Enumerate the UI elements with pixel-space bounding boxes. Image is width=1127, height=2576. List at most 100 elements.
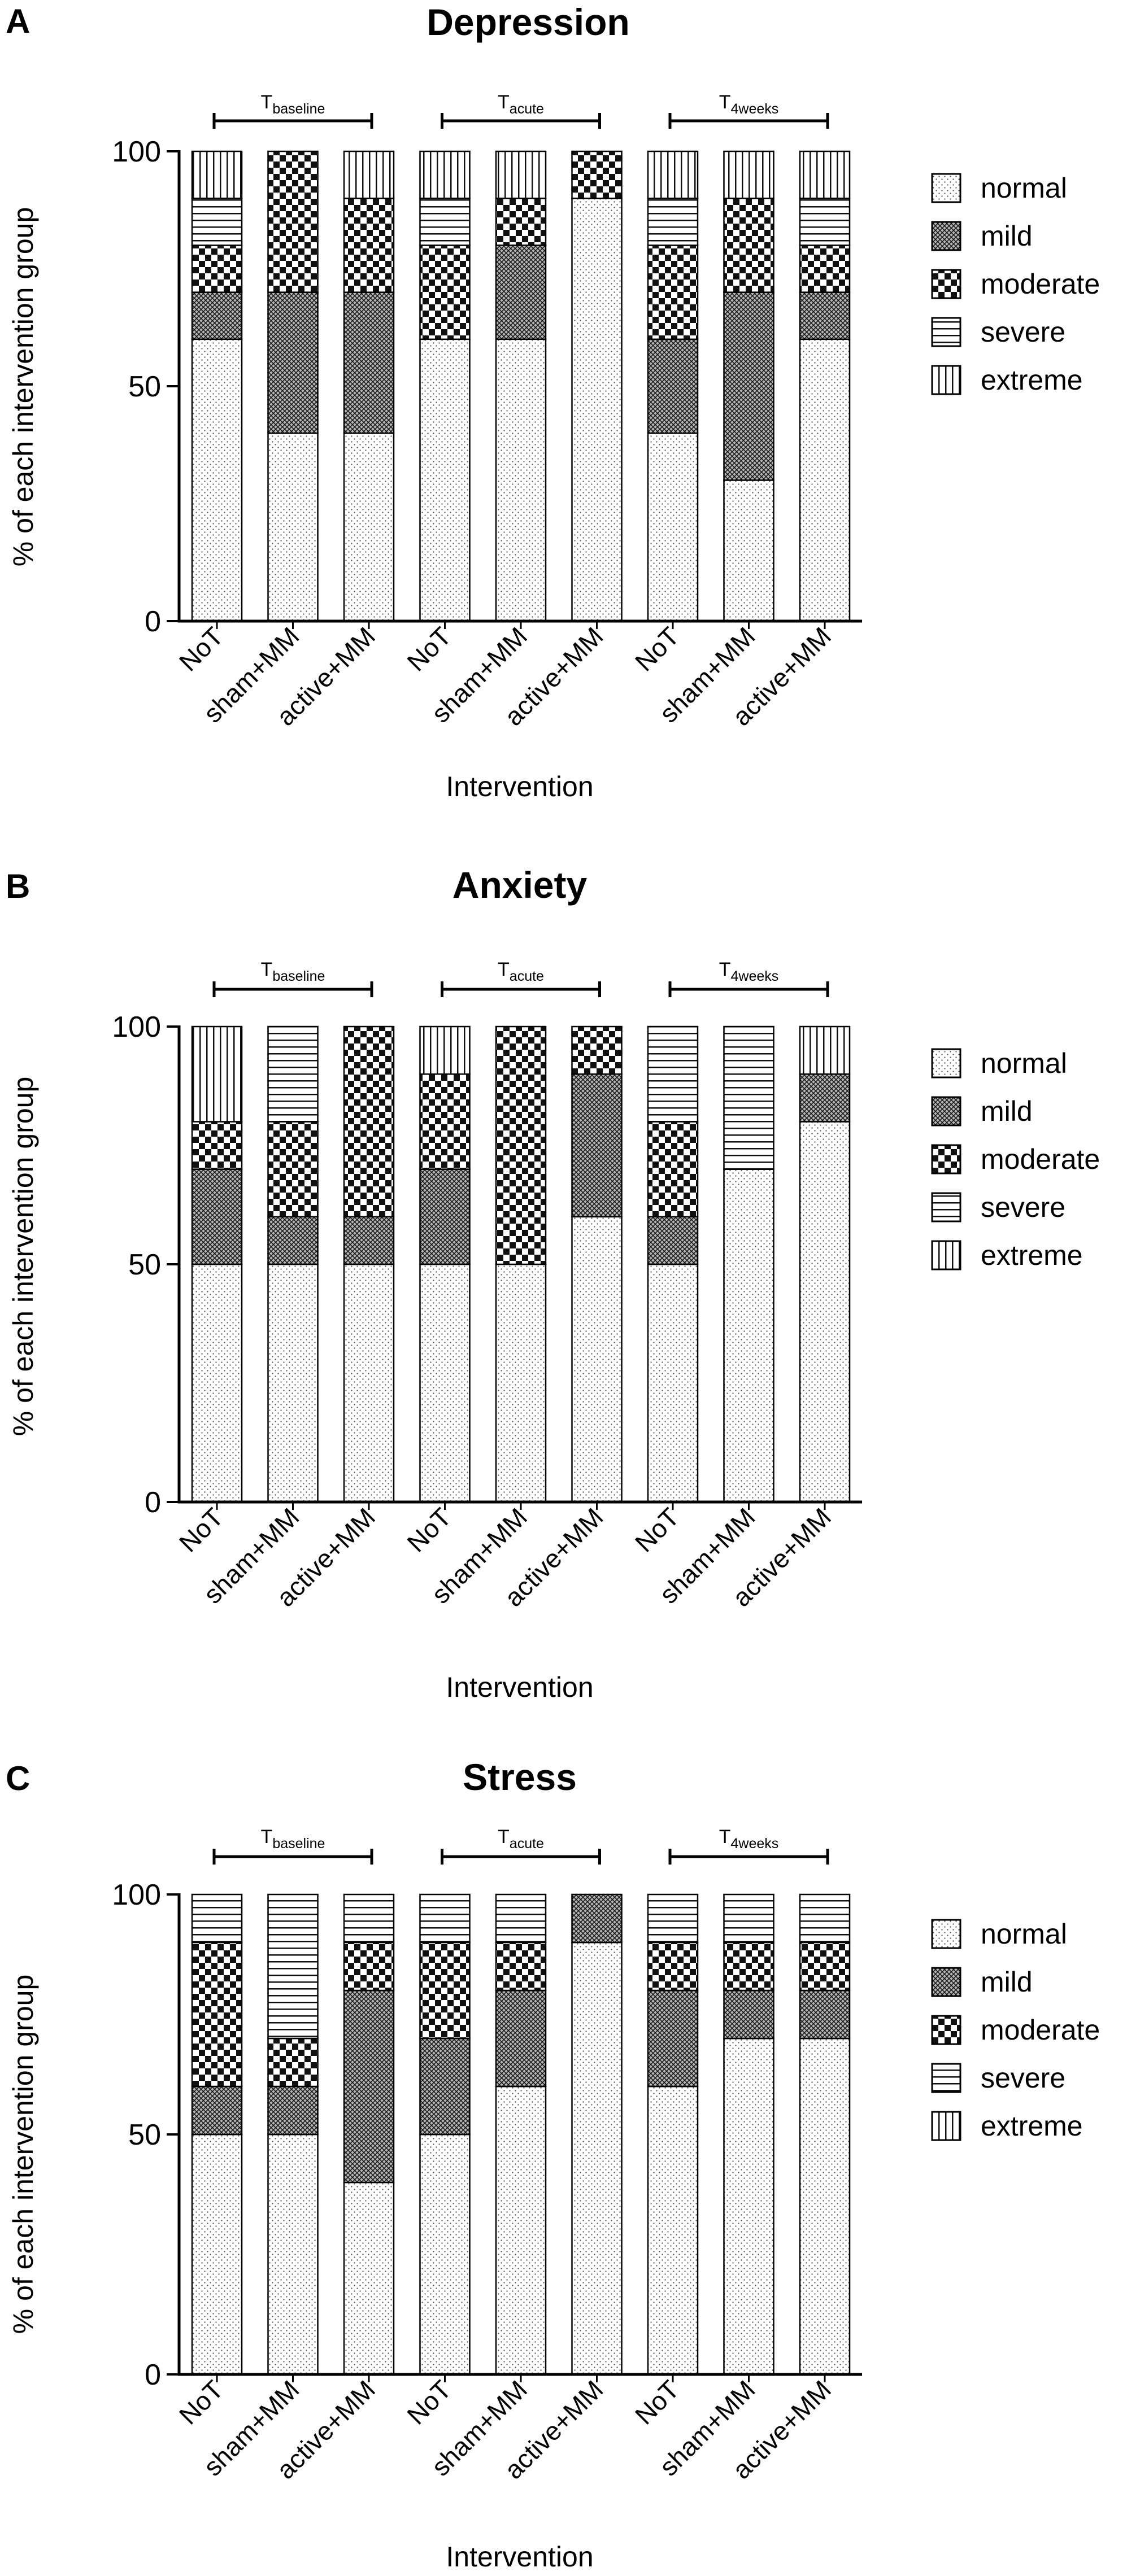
y-tick-label: 0 <box>145 605 161 638</box>
legend-swatch-severe <box>931 1192 961 1222</box>
legend-label-extreme: extreme <box>981 1239 1083 1271</box>
bar-segment-normal <box>647 432 699 622</box>
legend-swatch-extreme <box>931 2111 961 2141</box>
bar-segment-mild <box>191 1168 243 1265</box>
bar-segment-normal <box>571 1941 623 2376</box>
bar-segment-extreme <box>723 150 774 199</box>
bar-segment-extreme <box>799 150 851 199</box>
legend-swatch-normal <box>931 1048 961 1079</box>
legend-label-severe: severe <box>981 2062 1065 2094</box>
legend-label-severe: severe <box>981 1191 1065 1223</box>
y-tick-label: 50 <box>128 370 161 403</box>
bar-segment-normal <box>495 2085 547 2376</box>
bar-segment-extreme <box>191 1025 243 1123</box>
legend-swatch-severe <box>931 317 961 347</box>
bar-segment-severe <box>799 197 851 246</box>
x-axis-label: Intervention <box>446 2541 593 2573</box>
bar-segment-mild <box>647 338 699 434</box>
bar-segment-normal <box>647 1263 699 1503</box>
bar-segment-moderate <box>799 244 851 293</box>
bar-segment-normal <box>647 2085 699 2376</box>
legend-swatch-normal <box>931 1919 961 1949</box>
bar-segment-moderate <box>723 1941 774 1992</box>
y-axis-label: % of each intervention group <box>7 1975 39 2334</box>
bar-segment-moderate <box>571 150 623 199</box>
bar-segment-severe <box>495 1893 547 1944</box>
legend-label-normal: normal <box>981 1047 1067 1079</box>
bar-segment-extreme <box>647 150 699 199</box>
bar-segment-normal <box>343 2181 395 2376</box>
bar-segment-mild <box>723 291 774 481</box>
bar-segment-mild <box>267 291 319 434</box>
bar-segment-normal <box>191 338 243 622</box>
bar-segment-moderate <box>799 1941 851 1992</box>
bar-segment-extreme <box>191 150 243 199</box>
bar-segment-normal <box>419 1263 471 1503</box>
timepoint-label: Tbaseline <box>261 91 325 117</box>
category-label: NoT <box>629 621 685 676</box>
bar-segment-normal <box>267 432 319 622</box>
bar-segment-mild <box>267 2085 319 2136</box>
category-label: NoT <box>629 2374 685 2430</box>
category-label: NoT <box>173 2374 229 2430</box>
timepoint-label: Tbaseline <box>261 1826 325 1852</box>
bar-segment-mild <box>799 1073 851 1123</box>
category-label: NoT <box>401 2374 456 2430</box>
bar-segment-mild <box>571 1893 623 1944</box>
bar-segment-severe <box>647 1893 699 1944</box>
bar-segment-moderate <box>571 1025 623 1075</box>
category-label: NoT <box>401 1502 456 1557</box>
legend-label-moderate: moderate <box>981 268 1100 300</box>
bar-segment-severe <box>343 1893 395 1944</box>
bar-segment-extreme <box>343 150 395 199</box>
bar-segment-severe <box>191 197 243 246</box>
bar-segment-extreme <box>419 1025 471 1075</box>
bar-segment-mild <box>723 1989 774 2040</box>
bar-segment-moderate <box>191 1941 243 2088</box>
y-tick-label: 0 <box>145 1486 161 1519</box>
legend: normal mild moderate severe extreme <box>931 172 1100 396</box>
bar-segment-moderate <box>191 1121 243 1170</box>
bar-segment-normal <box>799 2037 851 2376</box>
bar-segment-normal <box>723 2037 774 2376</box>
bar-segment-severe <box>723 1893 774 1944</box>
bar-segment-moderate <box>419 1941 471 2040</box>
timepoint-label: Tacute <box>498 91 544 117</box>
legend-swatch-mild <box>931 1967 961 1997</box>
bar-segment-normal <box>571 197 623 622</box>
legend-swatch-moderate <box>931 1144 961 1175</box>
bar-segment-severe <box>191 1893 243 1944</box>
legend-swatch-extreme <box>931 365 961 395</box>
panel-label: B <box>6 867 30 905</box>
panel-depression: A Depression % of each intervention grou… <box>6 1 1100 802</box>
y-axis-label: % of each intervention group <box>7 1077 39 1437</box>
bar-segment-normal <box>419 338 471 622</box>
bar-segment-moderate <box>647 244 699 340</box>
bar-segment-moderate <box>267 1121 319 1218</box>
bar-segment-extreme <box>495 150 547 199</box>
bar-segment-moderate <box>495 197 547 246</box>
bar-segment-mild <box>647 1216 699 1265</box>
bar-segment-normal <box>343 1263 395 1503</box>
y-tick-label: 50 <box>128 2119 161 2151</box>
bar-segment-severe <box>647 197 699 246</box>
bar-segment-mild <box>799 1989 851 2040</box>
timepoint-label: T4weeks <box>719 959 779 984</box>
y-axis-label: % of each intervention group <box>7 207 39 567</box>
bar-segment-moderate <box>419 1073 471 1170</box>
legend-label-severe: severe <box>981 316 1065 348</box>
timepoint-label: T4weeks <box>719 91 779 117</box>
bar-segment-extreme <box>419 150 471 199</box>
bar-segment-mild <box>495 1989 547 2088</box>
legend-swatch-normal <box>931 173 961 203</box>
bar-segment-severe <box>647 1025 699 1123</box>
legend-swatch-extreme <box>931 1240 961 1270</box>
bar-segment-moderate <box>343 1025 395 1218</box>
bar-segment-mild <box>419 2037 471 2136</box>
chart-title: Depression <box>427 1 629 43</box>
panel-anxiety: B Anxiety % of each intervention group I… <box>6 864 1100 1703</box>
